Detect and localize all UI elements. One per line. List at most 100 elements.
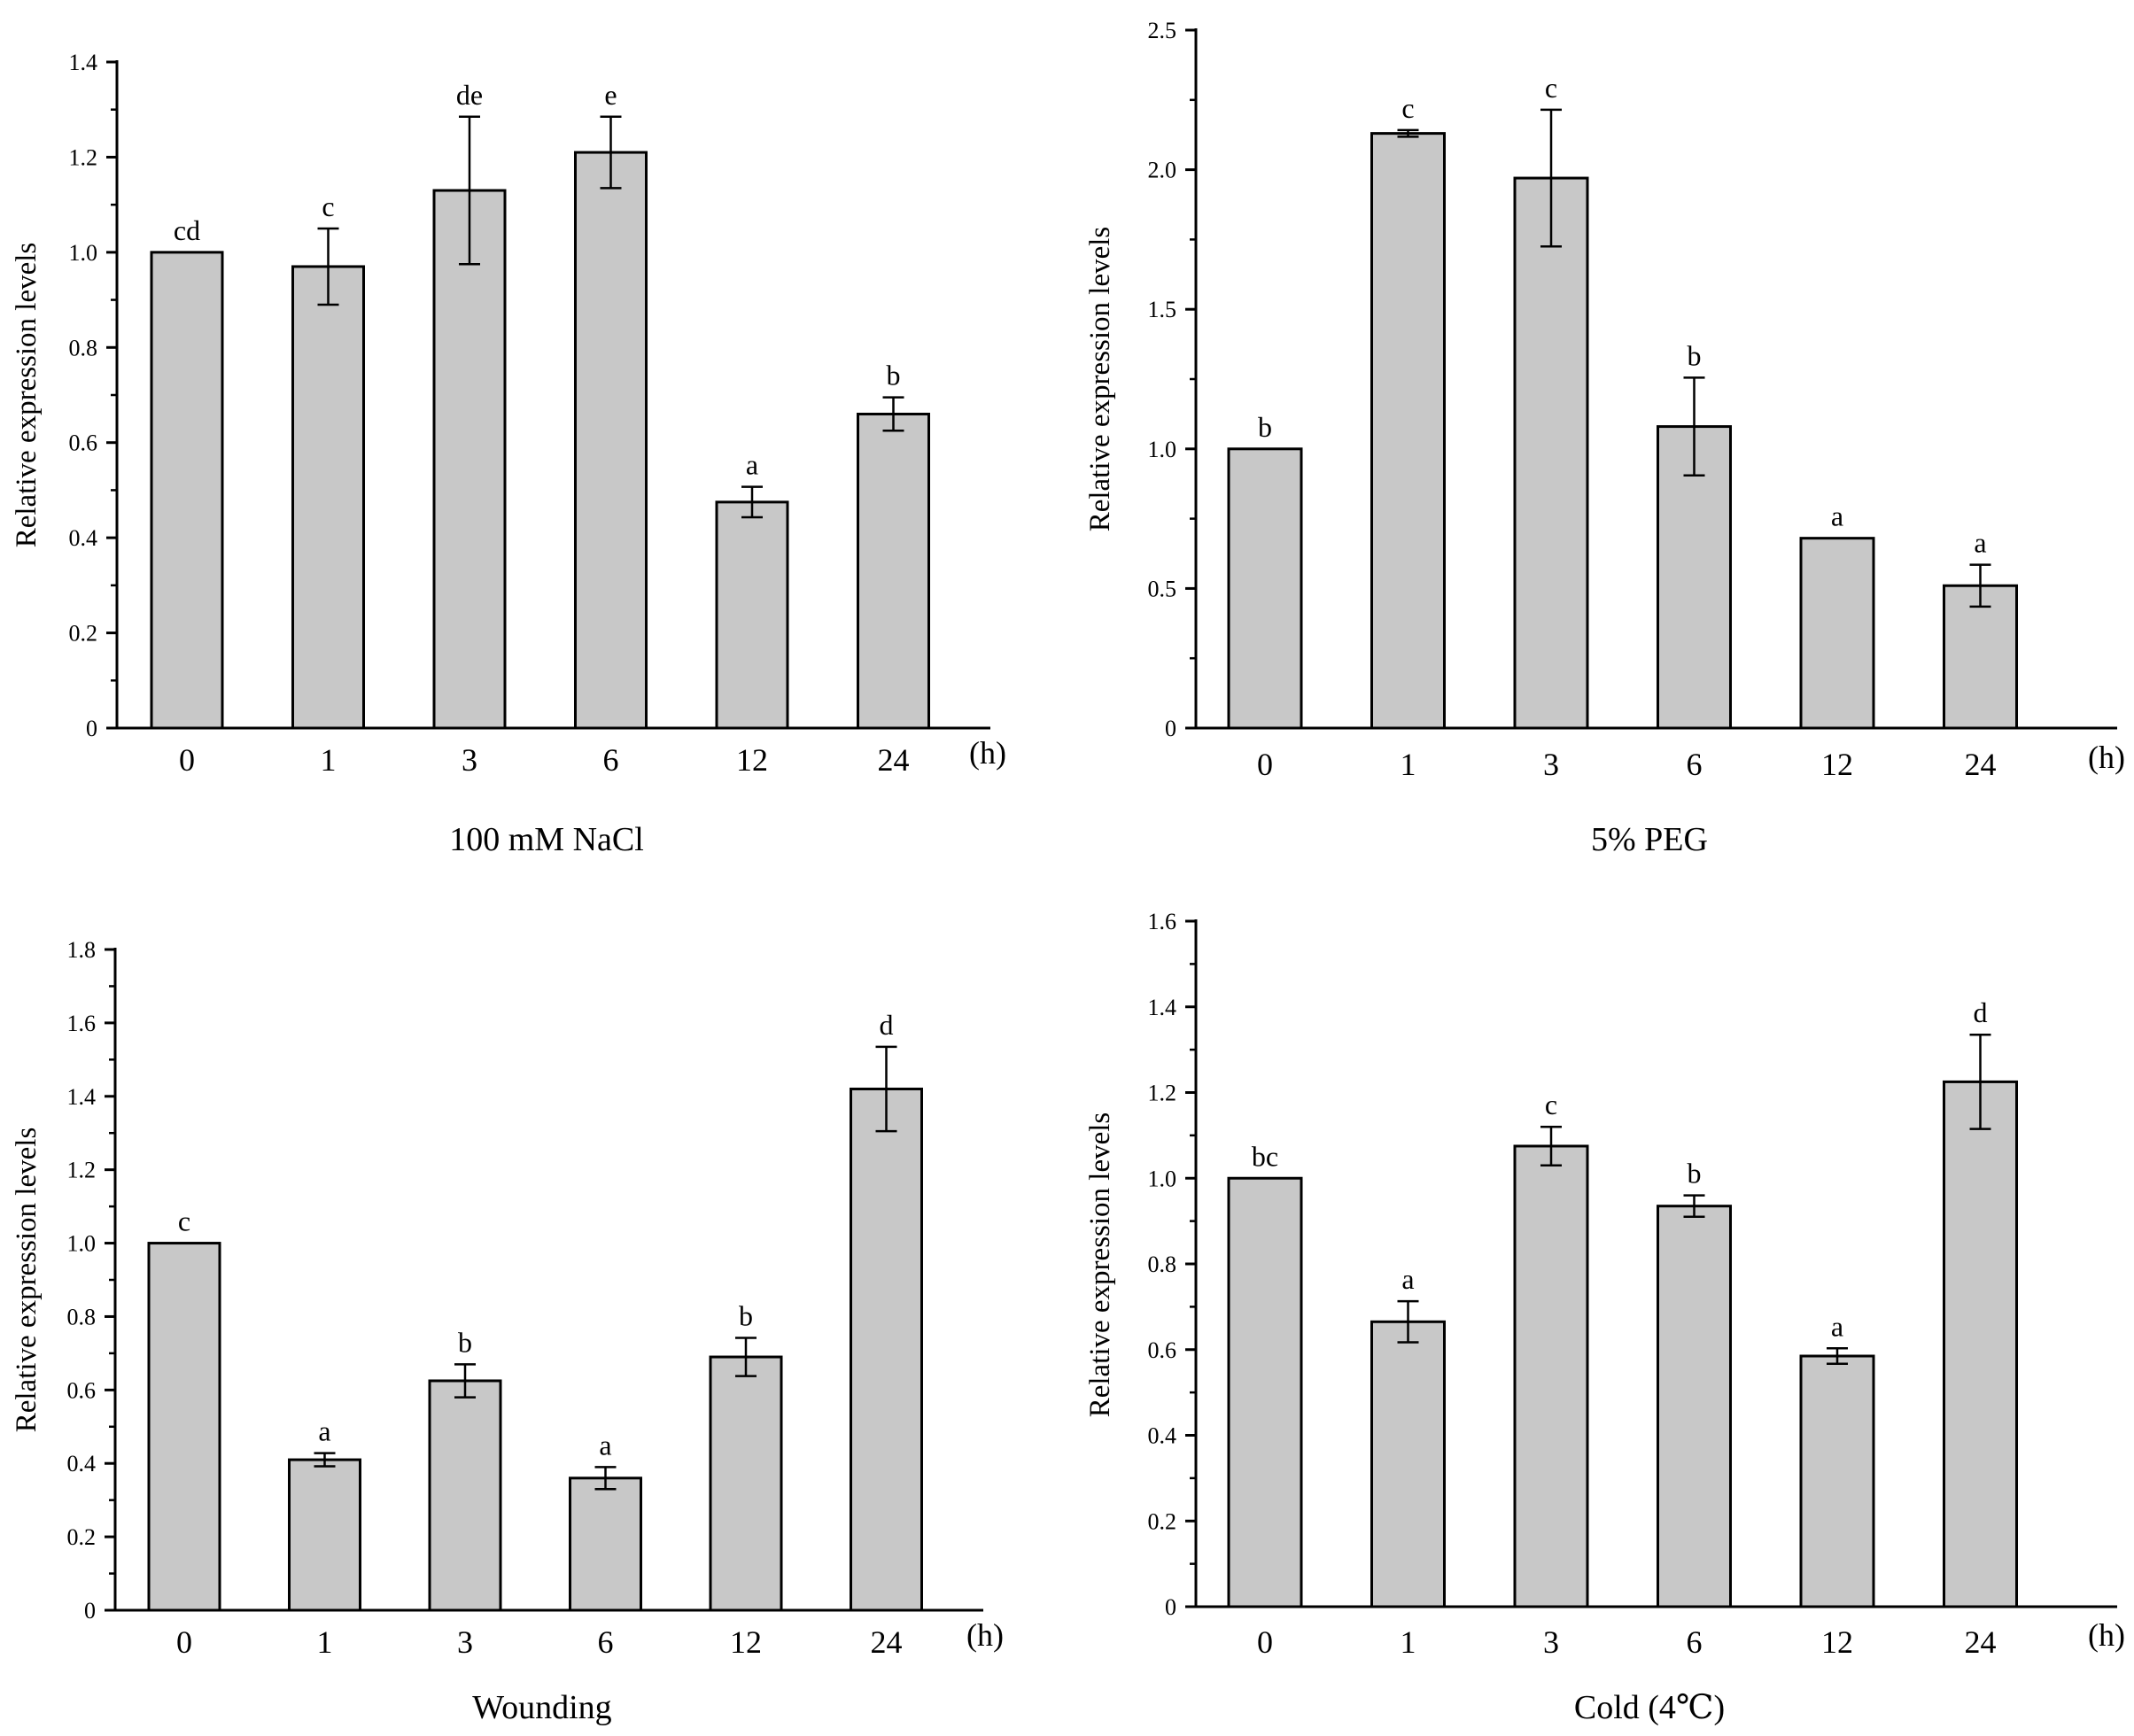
x-tick-label: 24 <box>871 1624 903 1660</box>
error-bar-6h <box>600 115 622 190</box>
x-tick-label: 1 <box>1401 747 1416 782</box>
x-tick-label: 24 <box>1965 747 1997 782</box>
x-tick-label: 3 <box>1543 1624 1559 1660</box>
y-tick-label: 1.2 <box>67 1158 97 1183</box>
error-bar-24h <box>882 396 904 432</box>
bar-6h <box>1657 1205 1732 1608</box>
significance-letter: c <box>1545 72 1557 104</box>
error-bar-1h <box>1397 128 1419 138</box>
chart-panel-3: 0 0.2 0.4 0.6 0.8 1.0 1.2 1.4 1.6 1.8 c 0 a 1 b 3 a 6 b 12 d… <box>11 937 1004 1726</box>
y-axis-label: Relative expression levels <box>11 243 43 548</box>
x-tick-label: 0 <box>176 1624 192 1660</box>
y-tick-label: 0.2 <box>69 621 98 647</box>
x-unit-label: (h) <box>2088 740 2125 775</box>
x-tick-label: 24 <box>1965 1624 1997 1660</box>
x-tick-label: 3 <box>457 1624 473 1660</box>
y-tick-label: 0.8 <box>69 335 98 360</box>
bar-24h <box>1943 1080 2018 1608</box>
error-bar-24h <box>1969 1033 1991 1130</box>
bar-12h <box>715 500 789 730</box>
significance-letter: b <box>1688 339 1702 371</box>
y-tick-label: 1.4 <box>69 50 98 75</box>
x-unit-label: (h) <box>969 735 1006 771</box>
x-tick-label: 6 <box>598 1624 614 1660</box>
x-axis-label: Wounding <box>472 1689 611 1726</box>
y-axis-label: Relative expression levels <box>11 1128 43 1433</box>
error-bar-6h <box>1683 1194 1705 1219</box>
y-tick-label: 0.8 <box>67 1304 97 1329</box>
y-tick-label: 0 <box>1165 1594 1176 1620</box>
error-bar-12h <box>741 485 763 519</box>
bar-24h <box>1943 584 2018 730</box>
y-axis-label: Relative expression levels <box>1084 227 1116 532</box>
bar-1h <box>1370 1320 1446 1608</box>
error-bar-24h <box>875 1045 897 1133</box>
significance-letter: b <box>739 1299 753 1331</box>
y-axis-label: Relative expression levels <box>1084 1112 1116 1418</box>
bar-0h <box>1227 1176 1303 1608</box>
error-bar-1h <box>1397 1299 1419 1344</box>
significance-letter: b <box>1688 1158 1702 1190</box>
y-tick-label: 0.6 <box>69 430 98 456</box>
bar-1h <box>291 265 365 730</box>
significance-letter: c <box>1545 1089 1557 1120</box>
y-tick-label: 0.5 <box>1148 576 1177 601</box>
bar-3h <box>1513 1144 1589 1608</box>
y-tick-label: 1.6 <box>67 1011 97 1036</box>
x-axis-label: 100 mM NaCl <box>449 821 644 858</box>
bar-24h <box>850 1087 923 1612</box>
chart-panel-1: 0 0.2 0.4 0.6 0.8 1.0 1.2 1.4 cd 0 c 1 de 3 e 6 a 12 b 24 (h… <box>11 50 1006 858</box>
significance-letter: b <box>1258 411 1272 443</box>
bar-24h <box>857 412 930 730</box>
y-tick-label: 1.4 <box>67 1084 97 1110</box>
significance-letter: a <box>746 449 758 481</box>
bar-3h <box>428 1379 502 1612</box>
x-tick-label: 6 <box>1687 747 1703 782</box>
bar-12h <box>1799 537 1875 730</box>
significance-letter: de <box>456 79 483 111</box>
significance-letter: a <box>1974 527 1986 559</box>
x-tick-label: 0 <box>179 742 195 778</box>
y-tick-label: 1.2 <box>69 144 98 170</box>
bar-0h <box>147 1242 221 1612</box>
x-unit-label: (h) <box>966 1617 1004 1653</box>
y-tick-label: 1.6 <box>1148 909 1177 934</box>
error-bar-12h <box>1827 1347 1848 1365</box>
error-bar-6h <box>1683 376 1705 477</box>
bar-3h <box>1513 176 1589 730</box>
error-bar-12h <box>735 1337 757 1377</box>
y-tick-label: 1.0 <box>1148 1166 1177 1191</box>
y-tick-label: 1.0 <box>1148 437 1177 462</box>
x-tick-label: 12 <box>736 742 768 778</box>
y-tick-label: 0.6 <box>67 1377 97 1403</box>
bar-3h <box>432 189 507 730</box>
y-tick-label: 2.0 <box>1148 158 1177 183</box>
significance-letter: a <box>318 1415 330 1447</box>
y-tick-label: 0.4 <box>67 1451 97 1476</box>
x-tick-label: 12 <box>1821 1624 1853 1660</box>
y-tick-label: 0 <box>84 1598 96 1624</box>
x-axis-label: 5% PEG <box>1591 821 1708 858</box>
x-axis-label: Cold (4℃) <box>1574 1689 1725 1726</box>
error-bar-6h <box>594 1466 617 1491</box>
bar-6h <box>569 1476 642 1612</box>
x-tick-label: 0 <box>1257 747 1273 782</box>
x-tick-label: 24 <box>878 742 910 778</box>
y-tick-label: 0 <box>86 716 97 741</box>
significance-letter: c <box>322 190 334 222</box>
significance-letter: c <box>178 1205 190 1237</box>
chart-panel-4: 0 0.2 0.4 0.6 0.8 1.0 1.2 1.4 1.6 bc 0 a 1 c 3 b 6 a 12 d 24… <box>1084 909 2125 1726</box>
error-bar-3h <box>1540 1125 1562 1166</box>
bar-1h <box>1370 132 1446 730</box>
bar-12h <box>709 1355 783 1612</box>
x-tick-label: 1 <box>317 1624 333 1660</box>
significance-letter: a <box>1831 1310 1843 1342</box>
significance-letter: a <box>599 1429 611 1461</box>
y-tick-label: 1.0 <box>67 1231 97 1257</box>
significance-letter: b <box>458 1326 472 1358</box>
x-tick-label: 12 <box>1821 747 1853 782</box>
significance-letter: bc <box>1252 1140 1278 1172</box>
y-tick-label: 1.4 <box>1148 995 1177 1020</box>
y-tick-label: 0.2 <box>67 1524 97 1550</box>
